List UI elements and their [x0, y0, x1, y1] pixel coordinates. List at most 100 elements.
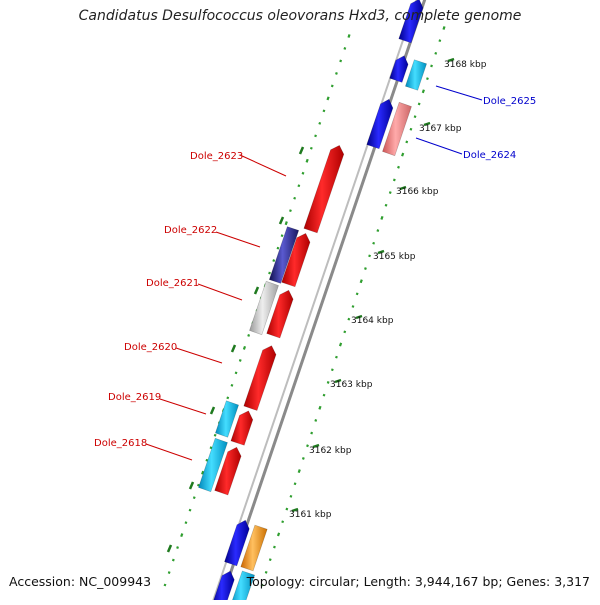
tick-mark [447, 57, 455, 63]
tick-label-3168: 3168 kbp [444, 60, 487, 70]
tick-mark-left [278, 216, 285, 225]
gc-right-mark [276, 532, 281, 537]
gc-right-mark [392, 178, 396, 182]
map-title: Candidatus Desulfococcus oleovorans Hxd3… [78, 8, 522, 24]
gc-right-mark [293, 482, 297, 486]
gc-left-mark [297, 184, 301, 188]
gc-left-mark [280, 234, 284, 238]
tick-label-3162: 3162 kbp [309, 446, 352, 456]
gc-left-mark [284, 221, 288, 226]
tick-label-3165: 3165 kbp [373, 252, 416, 262]
gene-feature-navy[interactable] [268, 226, 300, 284]
label-leaders [145, 85, 483, 461]
gc-right-mark [285, 507, 289, 511]
tick-mark [291, 507, 299, 513]
leader-dole-2624 [415, 137, 463, 155]
gene-feature-bottom-orange[interactable] [240, 524, 268, 572]
gc-right-mark [289, 494, 293, 498]
gene-feature-plus-top[interactable] [398, 0, 424, 44]
gc-right-mark [343, 330, 347, 334]
gc-right-mark [260, 583, 264, 587]
gc-right-mark [301, 457, 305, 460]
gc-right-mark [351, 305, 355, 308]
gene-label-dole-2623[interactable]: Dole_2623 [190, 151, 243, 162]
gc-left-mark [301, 171, 305, 175]
gene-label-dole-2620[interactable]: Dole_2620 [124, 342, 177, 353]
gene-feature-plus-mid[interactable] [366, 98, 394, 150]
gene-label-dole-2625[interactable]: Dole_2625 [483, 96, 536, 107]
gene-label-dole-2621[interactable]: Dole_2621 [146, 278, 199, 289]
gene-label-dole-2619[interactable]: Dole_2619 [108, 392, 161, 403]
gc-right-mark [413, 115, 417, 119]
gc-left-mark [209, 446, 213, 450]
gene-label-dole-2624[interactable]: Dole_2624 [463, 150, 516, 161]
gc-left-mark [197, 483, 200, 487]
gc-right-mark [364, 267, 367, 270]
gc-left-mark [163, 583, 167, 587]
gc-left-mark [272, 259, 276, 262]
gene-feature-dole-2623[interactable] [303, 144, 345, 234]
gc-left-mark [180, 533, 184, 538]
tick-mark [377, 249, 385, 255]
gc-right-mark [405, 140, 409, 144]
gc-left-mark [318, 121, 322, 125]
tick-label-3164: 3164 kbp [351, 316, 394, 326]
gc-right-mark [397, 165, 400, 169]
gc-left-mark [335, 72, 338, 75]
gene-label-dole-2622[interactable]: Dole_2622 [164, 225, 217, 236]
gc-right-mark [326, 381, 330, 384]
tick-mark-left [209, 406, 216, 415]
gc-right-mark [338, 342, 343, 347]
gc-right-mark [376, 229, 380, 232]
gene-feature-dole-2621[interactable] [266, 289, 294, 339]
tick-mark-left [166, 544, 173, 553]
gc-right-mark [380, 215, 384, 220]
gc-right-mark [384, 203, 388, 207]
tick-mark [423, 121, 431, 127]
gc-left-mark [213, 433, 217, 437]
gene-feature-dole-2625[interactable] [405, 59, 427, 91]
gc-left-mark [314, 134, 317, 138]
gc-left-mark [171, 558, 175, 562]
gene-feature-cyan-b[interactable] [198, 437, 228, 493]
gc-left-mark [192, 496, 196, 500]
leader-dole-2620 [175, 347, 223, 364]
gene-feature-cyan-a[interactable] [215, 400, 239, 438]
gc-right-mark [421, 89, 425, 94]
gc-right-mark [347, 317, 351, 321]
gc-left-mark [330, 84, 334, 88]
gc-left-mark [309, 146, 313, 150]
gene-feature-dole-2620[interactable] [243, 345, 277, 411]
gc-left-mark [167, 571, 171, 574]
gc-left-mark [247, 334, 251, 337]
gc-left-mark [205, 458, 209, 462]
gene-feature-dole-2622[interactable] [281, 232, 311, 288]
leader-dole-2622 [215, 231, 261, 248]
leader-dole-2621 [197, 283, 243, 301]
gc-left-mark [268, 271, 271, 275]
gc-left-mark [339, 59, 343, 63]
gene-feature-bottom-cyan[interactable] [229, 570, 255, 605]
gene-label-dole-2618[interactable]: Dole_2618 [94, 438, 147, 449]
gene-feature-plus-upper[interactable] [389, 55, 409, 83]
gc-right-mark [322, 393, 326, 397]
gene-feature-grey[interactable] [249, 280, 279, 336]
gc-right-mark [442, 26, 446, 30]
gc-right-mark [388, 191, 392, 194]
gene-feature-dole-2619[interactable] [230, 410, 254, 446]
leader-dole-2625 [435, 85, 483, 101]
tick-label-3167: 3167 kbp [419, 124, 462, 134]
gc-right-mark [368, 254, 371, 258]
gc-left-mark [322, 109, 326, 113]
tick-mark [312, 443, 320, 449]
gene-feature-dole-2624[interactable] [382, 101, 412, 157]
tick-mark-left [298, 146, 305, 155]
gene-feature-bottom-blue[interactable] [224, 519, 250, 567]
gene-feature-dole-2618[interactable] [214, 446, 242, 496]
gc-right-mark [430, 64, 433, 68]
gc-right-mark [409, 127, 413, 131]
gene-feature-bottom-blue-2[interactable] [211, 570, 235, 605]
gc-right-mark [310, 431, 314, 435]
gc-left-mark [305, 158, 309, 163]
